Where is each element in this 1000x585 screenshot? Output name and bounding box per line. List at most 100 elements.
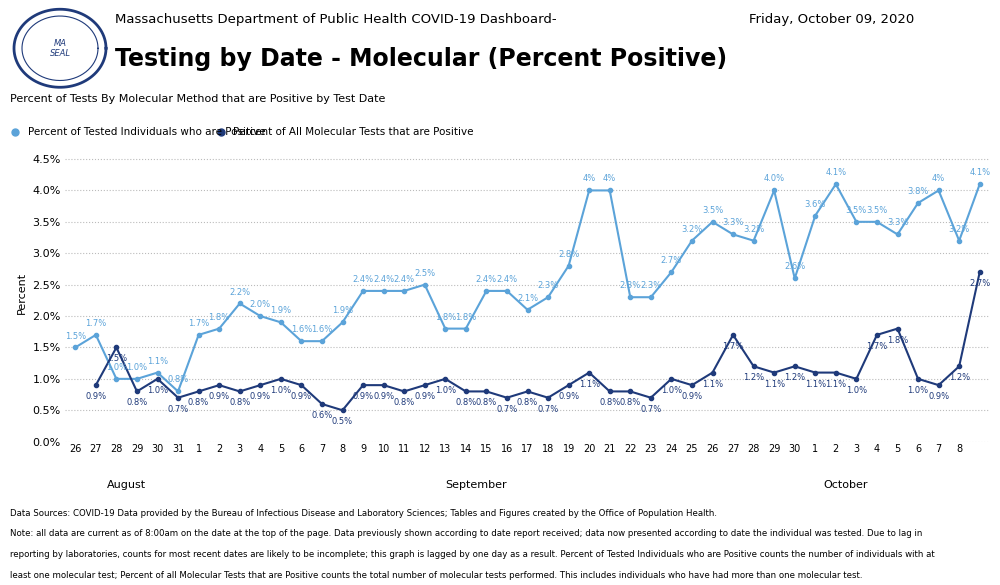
Text: 0.9%: 0.9%	[558, 392, 579, 401]
Text: 4.1%: 4.1%	[825, 168, 846, 177]
Text: 1.9%: 1.9%	[332, 307, 353, 315]
Text: August: August	[107, 480, 146, 490]
Text: 2.7%: 2.7%	[969, 279, 990, 288]
Text: 3.5%: 3.5%	[702, 206, 723, 215]
Text: 0.7%: 0.7%	[496, 405, 518, 414]
Text: 0.7%: 0.7%	[640, 405, 661, 414]
Text: 1.2%: 1.2%	[743, 373, 764, 382]
Text: 0.8%: 0.8%	[455, 398, 476, 407]
Text: 3.2%: 3.2%	[743, 225, 764, 234]
Text: 0.9%: 0.9%	[414, 392, 435, 401]
Text: 1.6%: 1.6%	[291, 325, 312, 334]
Text: MA
SEAL: MA SEAL	[50, 39, 70, 58]
Text: 1.8%: 1.8%	[435, 312, 456, 322]
Text: 3.5%: 3.5%	[846, 206, 867, 215]
Text: 1.5%: 1.5%	[106, 355, 127, 363]
Text: 1.0%: 1.0%	[147, 386, 168, 395]
Text: 2.4%: 2.4%	[394, 275, 415, 284]
Text: 1.7%: 1.7%	[866, 342, 888, 351]
Text: 1.0%: 1.0%	[846, 386, 867, 395]
Text: 4%: 4%	[583, 174, 596, 184]
Text: October: October	[824, 480, 868, 490]
Text: 1.0%: 1.0%	[270, 386, 291, 395]
Text: 2.3%: 2.3%	[640, 281, 661, 290]
Text: 3.6%: 3.6%	[805, 199, 826, 209]
Text: September: September	[445, 480, 507, 490]
Text: 0.6%: 0.6%	[311, 411, 333, 420]
Text: 1.8%: 1.8%	[455, 312, 476, 322]
Text: 1.8%: 1.8%	[209, 312, 230, 322]
Text: Data Sources: COVID-19 Data provided by the Bureau of Infectious Disease and Lab: Data Sources: COVID-19 Data provided by …	[10, 509, 717, 518]
Y-axis label: Percent: Percent	[17, 271, 27, 314]
Text: 2.0%: 2.0%	[250, 300, 271, 309]
Text: 1.5%: 1.5%	[65, 332, 86, 340]
Text: 3.2%: 3.2%	[681, 225, 703, 234]
Text: 2.4%: 2.4%	[496, 275, 518, 284]
Text: 1.7%: 1.7%	[85, 319, 106, 328]
Text: 0.9%: 0.9%	[250, 392, 271, 401]
Text: 1.0%: 1.0%	[126, 363, 148, 372]
Text: 3.5%: 3.5%	[866, 206, 888, 215]
Text: 0.9%: 0.9%	[681, 392, 703, 401]
Text: 1.1%: 1.1%	[825, 380, 846, 388]
Text: 0.8%: 0.8%	[394, 398, 415, 407]
Text: 3.3%: 3.3%	[722, 218, 744, 228]
Text: 1.0%: 1.0%	[907, 386, 929, 395]
Text: 4%: 4%	[932, 174, 945, 184]
Text: 2.1%: 2.1%	[517, 294, 538, 303]
Text: 0.9%: 0.9%	[85, 392, 106, 401]
Text: least one molecular test; Percent of all Molecular Tests that are Positive count: least one molecular test; Percent of all…	[10, 570, 862, 580]
Text: 0.5%: 0.5%	[332, 417, 353, 426]
Text: 1.2%: 1.2%	[784, 373, 805, 382]
Text: 1.1%: 1.1%	[764, 380, 785, 388]
Text: Percent of All Molecular Tests that are Positive: Percent of All Molecular Tests that are …	[233, 126, 474, 136]
Text: 2.4%: 2.4%	[476, 275, 497, 284]
Text: 2.7%: 2.7%	[661, 256, 682, 265]
Text: 0.7%: 0.7%	[167, 405, 189, 414]
Text: 0.9%: 0.9%	[209, 392, 230, 401]
Text: 4.1%: 4.1%	[969, 168, 990, 177]
Text: 1.0%: 1.0%	[661, 386, 682, 395]
Text: Testing by Date - Molecular (Percent Positive): Testing by Date - Molecular (Percent Pos…	[115, 47, 727, 71]
Text: 1.0%: 1.0%	[106, 363, 127, 372]
Text: Note: all data are current as of 8:00am on the date at the top of the page. Data: Note: all data are current as of 8:00am …	[10, 529, 922, 538]
Text: 3.3%: 3.3%	[887, 218, 908, 228]
Text: 1.6%: 1.6%	[311, 325, 333, 334]
Text: 0.8%: 0.8%	[599, 398, 620, 407]
Text: 1.1%: 1.1%	[579, 380, 600, 388]
Text: 0.8%: 0.8%	[476, 398, 497, 407]
Text: 2.5%: 2.5%	[414, 269, 435, 278]
Text: Massachusetts Department of Public Health COVID-19 Dashboard-: Massachusetts Department of Public Healt…	[115, 13, 557, 26]
Text: 0.8%: 0.8%	[517, 398, 538, 407]
Text: 0.9%: 0.9%	[352, 392, 374, 401]
Text: 0.7%: 0.7%	[537, 405, 559, 414]
Text: 2.4%: 2.4%	[373, 275, 394, 284]
Text: 3.2%: 3.2%	[949, 225, 970, 234]
Text: 2.8%: 2.8%	[558, 250, 579, 259]
Text: 0.9%: 0.9%	[373, 392, 394, 401]
Text: Friday, October 09, 2020: Friday, October 09, 2020	[749, 13, 914, 26]
Text: 4%: 4%	[603, 174, 616, 184]
Text: 1.9%: 1.9%	[270, 307, 291, 315]
Text: 4.0%: 4.0%	[764, 174, 785, 184]
Text: 1.2%: 1.2%	[949, 373, 970, 382]
Text: reporting by laboratories, counts for most recent dates are likely to be incompl: reporting by laboratories, counts for mo…	[10, 550, 935, 559]
Text: 0.8%: 0.8%	[167, 376, 189, 384]
Text: 0.9%: 0.9%	[291, 392, 312, 401]
Text: 0.8%: 0.8%	[229, 398, 250, 407]
Text: 3.8%: 3.8%	[907, 187, 929, 196]
Text: 0.8%: 0.8%	[620, 398, 641, 407]
Text: 0.9%: 0.9%	[928, 392, 949, 401]
Text: 1.1%: 1.1%	[702, 380, 723, 388]
Text: 1.7%: 1.7%	[722, 342, 744, 351]
Text: 1.7%: 1.7%	[188, 319, 209, 328]
Text: 1.8%: 1.8%	[887, 336, 908, 345]
Text: Percent of Tests By Molecular Method that are Positive by Test Date: Percent of Tests By Molecular Method tha…	[10, 94, 385, 104]
Text: 2.4%: 2.4%	[352, 275, 374, 284]
Text: 2.3%: 2.3%	[537, 281, 559, 290]
Text: 2.2%: 2.2%	[229, 288, 250, 297]
Text: 2.6%: 2.6%	[784, 263, 805, 271]
Text: 0.8%: 0.8%	[126, 398, 148, 407]
Text: 1.1%: 1.1%	[147, 357, 168, 366]
Text: 0.8%: 0.8%	[188, 398, 209, 407]
